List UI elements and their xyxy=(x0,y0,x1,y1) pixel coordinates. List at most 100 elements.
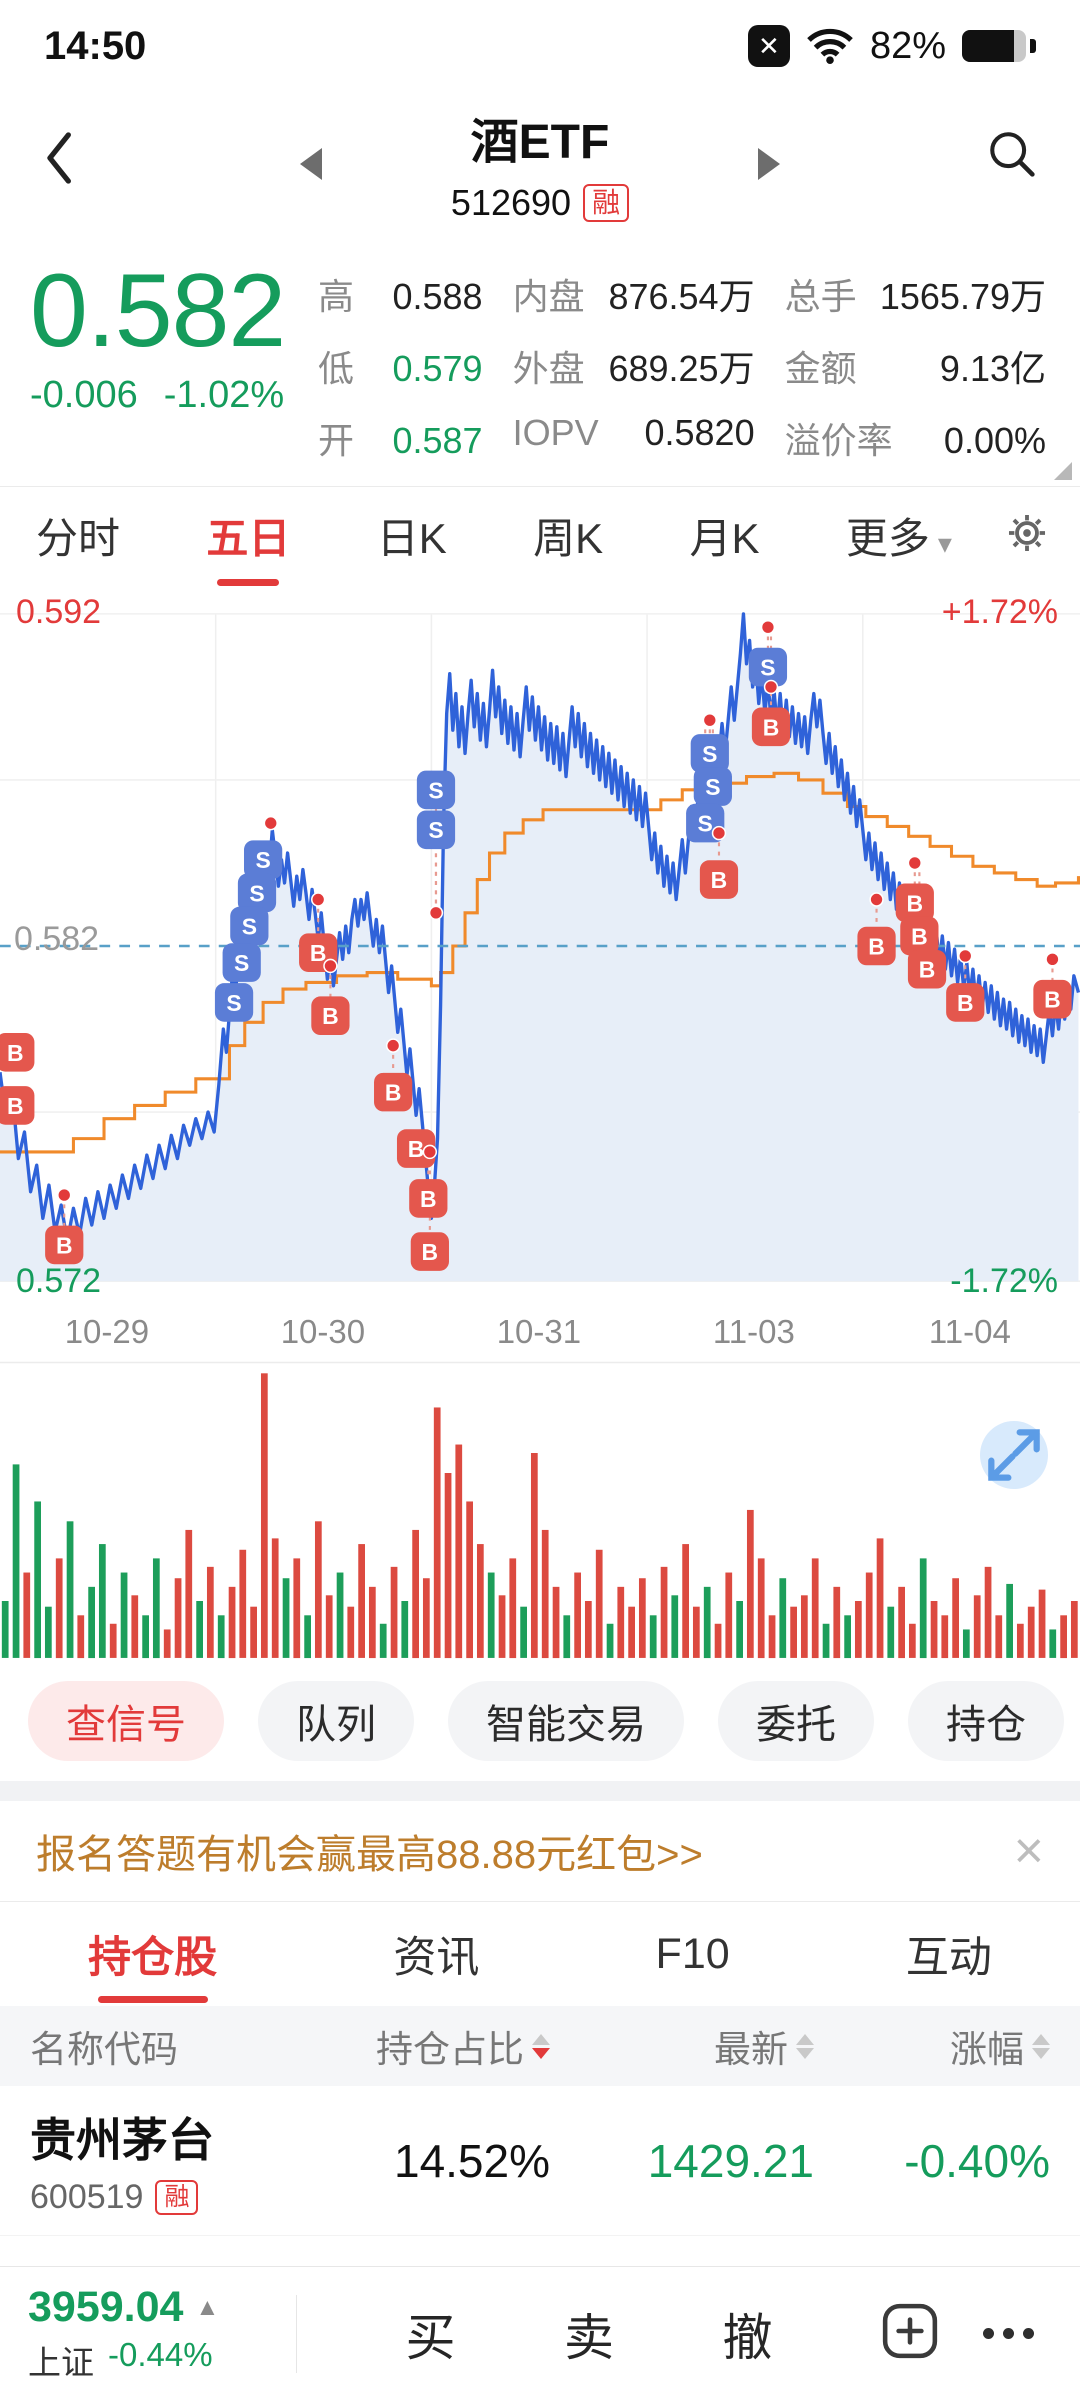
svg-text:B: B xyxy=(420,1186,437,1212)
volume-bar xyxy=(444,1473,452,1659)
search-icon[interactable] xyxy=(984,126,1040,187)
signal-dot xyxy=(763,679,779,695)
price-change-pct: -1.02% xyxy=(163,374,285,417)
tab-资讯[interactable]: 资讯 xyxy=(393,1934,480,1982)
volume-bar xyxy=(455,1444,463,1659)
volume-bar xyxy=(617,1586,625,1659)
tab-日K[interactable]: 日K xyxy=(376,514,447,562)
sort-icon[interactable] xyxy=(1032,2033,1050,2059)
tab-五日[interactable]: 五日 xyxy=(200,491,296,580)
volume-bar xyxy=(908,1623,916,1658)
signal-dot xyxy=(702,712,717,728)
sort-icon[interactable] xyxy=(532,2033,550,2059)
change-pct-cell: -0.40% xyxy=(904,2134,1050,2187)
column-header-持仓占比[interactable]: 持仓占比 xyxy=(320,2019,590,2073)
cancel-order-button[interactable]: 撤 xyxy=(722,2309,773,2366)
battery-icon xyxy=(962,30,1026,62)
sort-icon[interactable] xyxy=(796,2033,814,2059)
tab-更多[interactable]: 更多 ▾ xyxy=(845,514,952,562)
quote-stat-label: 外盘 xyxy=(512,348,585,389)
buy-signal-marker: B xyxy=(0,1086,35,1125)
svg-text:B: B xyxy=(957,990,974,1016)
promo-banner-text[interactable]: 报名答题有机会赢最高88.88元红包>> xyxy=(36,1833,703,1877)
volume-bar xyxy=(368,1586,376,1659)
sell-signal-marker: S xyxy=(237,873,277,913)
chart-date-axis: 10-29 10-30 10-31 11-03 11-04 xyxy=(0,1309,1080,1361)
last-price-cell: 1429.21 xyxy=(647,2134,814,2187)
volume-bar xyxy=(77,1615,85,1659)
buy-signal-marker: B xyxy=(751,707,791,747)
pill-查信号[interactable]: 查信号 xyxy=(28,1681,224,1761)
stock-name-cell[interactable]: 贵州茅台 600519 融 xyxy=(0,2104,320,2217)
volume-bar xyxy=(466,1501,473,1659)
pill-智能交易[interactable]: 智能交易 xyxy=(448,1681,684,1761)
signal-dot xyxy=(263,815,278,831)
volume-bar xyxy=(163,1629,171,1658)
volume-bar xyxy=(595,1549,603,1658)
pill-队列[interactable]: 队列 xyxy=(258,1681,414,1761)
buy-signal-marker: B xyxy=(1033,979,1072,1019)
signal-dot xyxy=(760,619,776,635)
volume-bar xyxy=(1070,1601,1078,1658)
tab-月K[interactable]: 月K xyxy=(689,514,760,562)
quote-stat-溢价率: 溢价率 0.00% xyxy=(785,412,1046,464)
chart-settings-gear-icon[interactable] xyxy=(1004,510,1050,561)
banner-close-icon[interactable]: × xyxy=(1013,1822,1044,1880)
status-icons: ✕ 82% xyxy=(747,25,1036,68)
volume-bar xyxy=(239,1549,247,1658)
date-label-11-04: 11-04 xyxy=(928,1313,1011,1350)
quote-stat-label: 溢价率 xyxy=(784,420,893,461)
volume-bar xyxy=(736,1601,743,1658)
pill-持仓[interactable]: 持仓 xyxy=(908,1681,1064,1761)
volume-chart-canvas[interactable] xyxy=(0,1361,1080,1661)
back-button[interactable] xyxy=(36,128,80,193)
volume-bar xyxy=(250,1606,257,1658)
tab-周K[interactable]: 周K xyxy=(533,514,604,562)
volume-bar xyxy=(304,1615,311,1659)
pill-委托[interactable]: 委托 xyxy=(718,1681,874,1761)
action-pill-row: 查信号 队列 智能交易 委托 持仓 xyxy=(0,1661,1080,1781)
tab-F10[interactable]: F10 xyxy=(655,1929,730,1978)
tab-分时[interactable]: 分时 xyxy=(36,514,121,562)
more-menu-icon[interactable] xyxy=(983,2328,1034,2339)
quote-stat-低: 低 0.579 xyxy=(318,340,483,392)
volume-bar xyxy=(898,1586,905,1659)
column-header-最新[interactable]: 最新 xyxy=(590,2019,870,2073)
quote-expand-icon[interactable] xyxy=(1054,462,1072,480)
signal-dot xyxy=(958,948,973,964)
sort-up-triangle xyxy=(532,2033,550,2045)
volume-bar xyxy=(606,1623,614,1658)
status-bar: 14:50 ✕ 82% xyxy=(0,0,1080,92)
column-header-涨幅[interactable]: 涨幅 xyxy=(870,2019,1080,2073)
index-panel-toggle-icon[interactable]: ▲ xyxy=(195,2293,220,2321)
buy-button[interactable]: 买 xyxy=(405,2309,456,2366)
fullscreen-expand-button[interactable] xyxy=(980,1421,1048,1489)
stock-code: 600519 xyxy=(30,2178,144,2216)
add-button[interactable] xyxy=(881,2302,939,2365)
volume-bar xyxy=(12,1464,20,1658)
date-label-10-29: 10-29 xyxy=(64,1313,150,1350)
table-row[interactable]: 贵州茅台 600519 融 14.52% 1429.21 -0.40% xyxy=(0,2086,1080,2236)
prev-stock-icon[interactable] xyxy=(300,148,322,180)
column-header-名称代码[interactable]: 名称代码 xyxy=(0,2019,320,2073)
volume-bar xyxy=(682,1544,689,1658)
promo-banner[interactable]: 报名答题有机会赢最高88.88元红包>> × xyxy=(0,1801,1080,1901)
tab-互动[interactable]: 互动 xyxy=(905,1934,992,1982)
price-block: 0.582 -0.006 -1.02% xyxy=(0,258,318,464)
tab-持仓股[interactable]: 持仓股 xyxy=(84,1907,221,2001)
signal-dot xyxy=(869,892,884,907)
volume-bar xyxy=(671,1595,679,1658)
sell-button[interactable]: 卖 xyxy=(564,2309,614,2366)
svg-text:B: B xyxy=(868,933,885,959)
volume-bar xyxy=(854,1601,862,1658)
index-summary[interactable]: 3959.04 ▲ 上证 -0.44% xyxy=(0,2283,296,2384)
quote-stat-label: IOPV xyxy=(512,412,599,453)
svg-text:S: S xyxy=(249,880,264,906)
stock-name: 贵州茅台 xyxy=(30,2114,214,2166)
volume-chart[interactable] xyxy=(0,1361,1080,1661)
column-header-label: 涨幅 xyxy=(950,2029,1024,2070)
next-stock-icon[interactable] xyxy=(758,148,780,180)
page-title: 酒ETF xyxy=(470,116,610,169)
